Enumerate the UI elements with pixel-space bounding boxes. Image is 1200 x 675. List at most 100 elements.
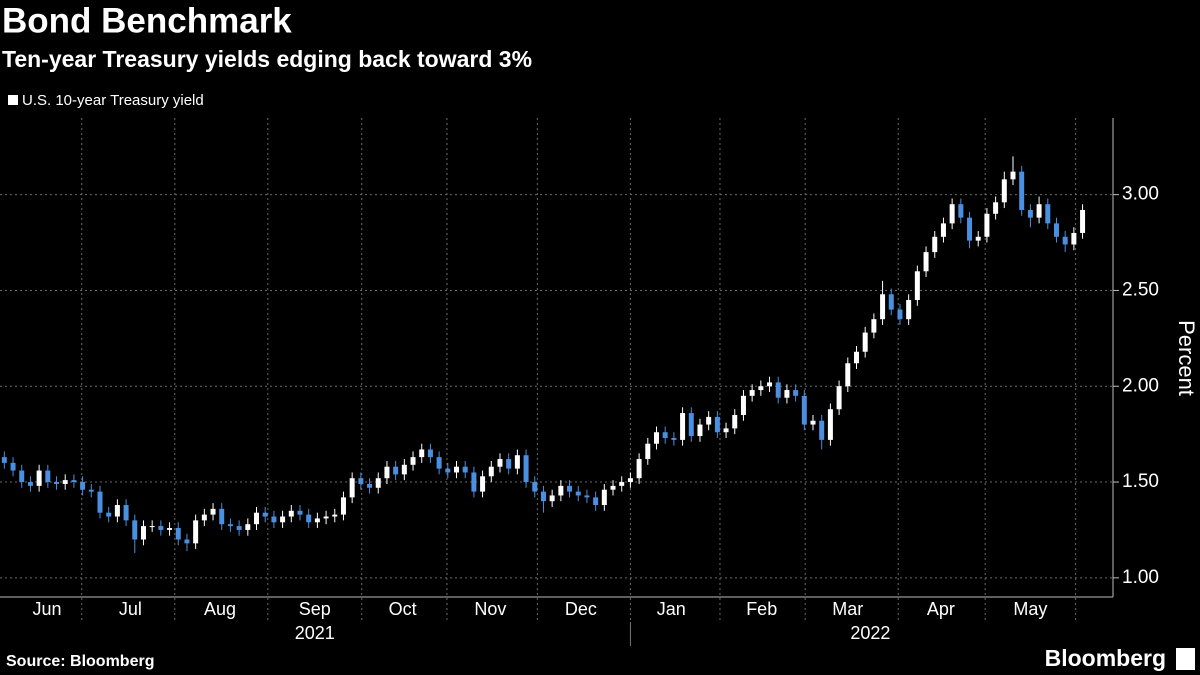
candle-body — [445, 468, 451, 473]
candle-body — [375, 478, 381, 488]
candle-body — [227, 524, 233, 527]
candle-body — [36, 470, 42, 486]
candle-body — [193, 520, 199, 544]
candle-body — [436, 457, 442, 469]
candle-body — [401, 464, 407, 475]
candle-body — [210, 508, 216, 515]
candle-body — [775, 382, 781, 398]
candle-body — [349, 478, 355, 498]
candle-body — [201, 514, 207, 521]
candle-body — [245, 524, 251, 530]
candle-body — [932, 236, 938, 253]
candle-body — [97, 491, 103, 513]
candle-body — [680, 413, 686, 440]
legend-swatch — [8, 95, 18, 105]
x-tick-label: Sep — [299, 599, 331, 619]
candle-body — [45, 470, 51, 483]
candle-body — [236, 526, 242, 530]
candle-body — [393, 466, 399, 475]
candle-body — [975, 236, 981, 241]
candle-body — [740, 395, 746, 415]
candle-body — [149, 526, 155, 528]
x-tick-label: Jul — [119, 599, 142, 619]
candle-body — [1080, 209, 1086, 233]
candle-body — [297, 510, 303, 515]
candle-body — [706, 416, 712, 425]
y-tick-label: 2.00 — [1122, 375, 1159, 396]
candle-body — [871, 319, 877, 333]
candle-body — [123, 505, 129, 521]
candle-body — [575, 491, 581, 496]
candle-body — [488, 466, 494, 477]
candle-body — [784, 390, 790, 398]
candle-body — [1045, 204, 1051, 224]
year-label: 2021 — [295, 623, 335, 643]
candle-body — [914, 271, 920, 301]
candle-body — [367, 483, 373, 488]
candle-body — [819, 420, 825, 440]
y-axis-title: Percent — [1174, 320, 1199, 396]
candle-body — [358, 478, 364, 484]
candle-body — [306, 514, 312, 523]
candle-body — [106, 512, 112, 517]
candle-body — [1019, 171, 1025, 210]
candle-body — [410, 457, 416, 465]
candle-body — [158, 526, 164, 530]
candle-body — [827, 409, 833, 440]
candle-body — [967, 217, 973, 241]
candle-body — [254, 512, 260, 525]
candle-body — [523, 455, 529, 483]
candle-body — [619, 482, 625, 486]
candle-body — [810, 420, 816, 425]
candle-body — [1010, 171, 1016, 180]
candle-body — [454, 466, 460, 473]
candle-body — [627, 478, 633, 483]
candle-body — [688, 413, 694, 437]
candle-body — [801, 395, 807, 425]
legend-label: U.S. 10-year Treasury yield — [22, 92, 204, 109]
x-tick-label: Feb — [746, 599, 777, 619]
candle-body — [697, 424, 703, 437]
candle-body — [427, 449, 433, 458]
y-tick-label: 2.50 — [1122, 279, 1159, 300]
candle-body — [219, 508, 225, 525]
candle-body — [497, 459, 503, 467]
candle-body — [653, 432, 659, 444]
candle-body — [958, 204, 964, 218]
candle-body — [880, 294, 886, 320]
candle-body — [767, 382, 773, 387]
candle-body — [280, 516, 286, 523]
x-tick-label: May — [1013, 599, 1047, 619]
candle-body — [262, 512, 268, 517]
candle-body — [584, 495, 590, 498]
candle-body — [749, 390, 755, 396]
candle-body — [1053, 223, 1059, 237]
candle-body — [714, 416, 720, 433]
candle-body — [549, 495, 555, 502]
candle-body — [1, 457, 7, 463]
candle-body — [480, 476, 486, 492]
candle-body — [940, 223, 946, 237]
candle-body — [888, 294, 894, 310]
candle-body — [462, 466, 468, 473]
chart-subtitle: Ten-year Treasury yields edging back tow… — [2, 46, 532, 72]
candle-body — [80, 482, 86, 490]
candle-body — [558, 485, 564, 496]
chart-title: Bond Benchmark — [2, 1, 292, 40]
candle-body — [906, 300, 912, 320]
x-tick-label: Dec — [565, 599, 597, 619]
candle-body — [645, 443, 651, 460]
candle-body — [340, 497, 346, 515]
candle-body — [88, 489, 94, 492]
year-label: 2022 — [850, 623, 890, 643]
brand-icon — [1176, 648, 1195, 670]
candle-body — [288, 510, 294, 517]
candle-body — [114, 505, 120, 517]
x-tick-label: Oct — [389, 599, 417, 619]
candle-body — [993, 202, 999, 214]
candle-body — [332, 514, 338, 517]
x-tick-label: Nov — [474, 599, 506, 619]
candle-body — [540, 491, 546, 502]
candle-body — [845, 363, 851, 387]
